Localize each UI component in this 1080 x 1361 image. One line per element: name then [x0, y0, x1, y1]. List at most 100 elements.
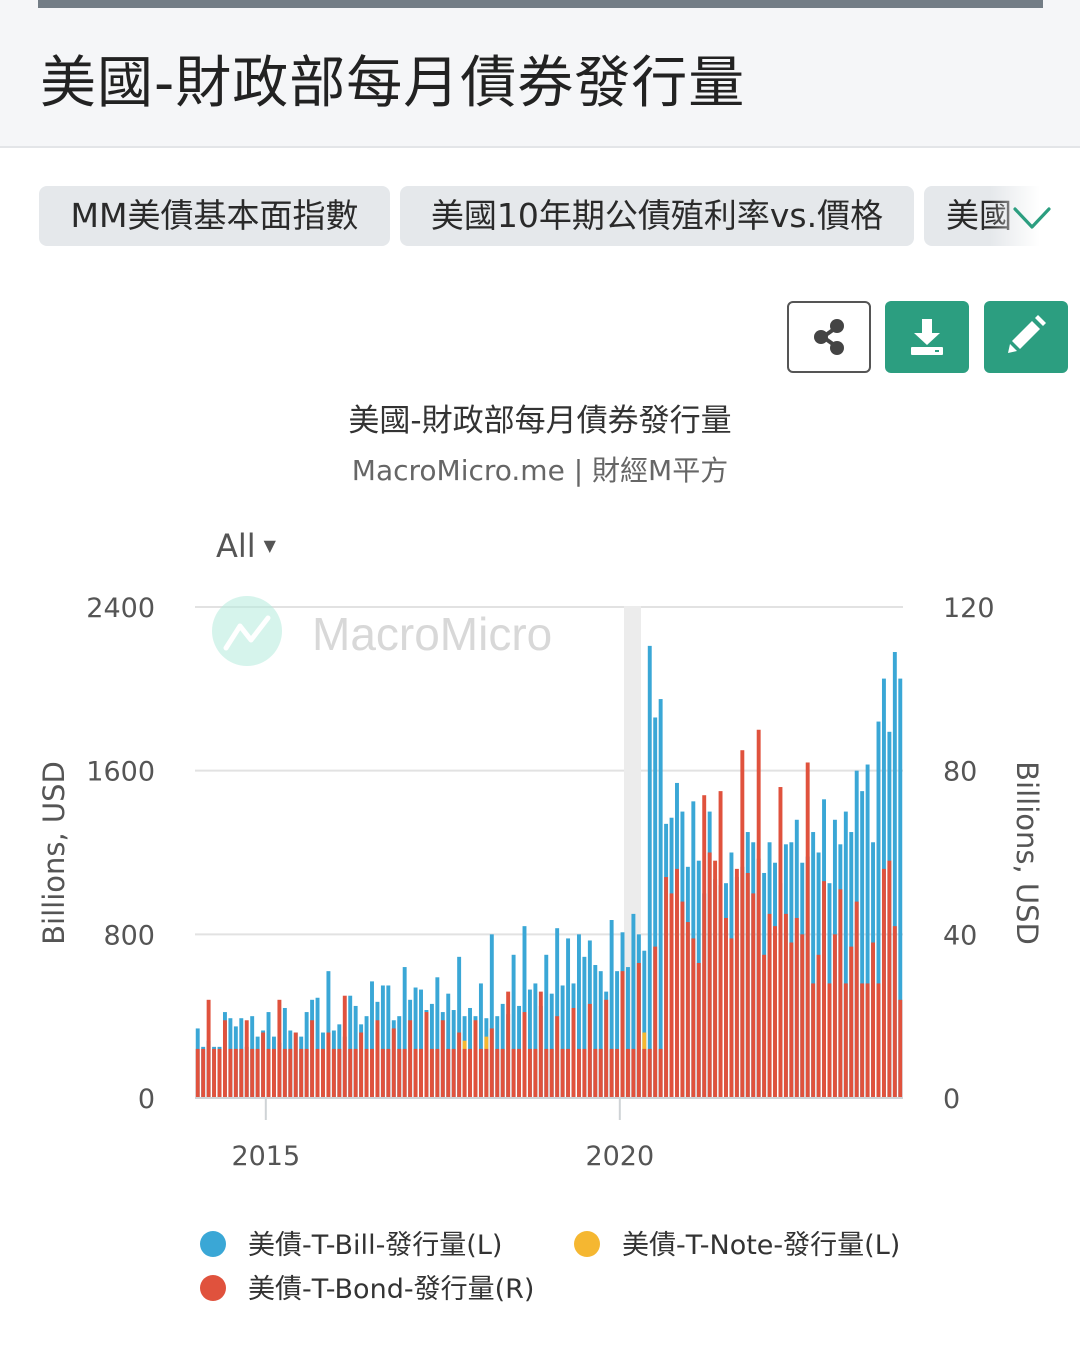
bar-t-bond	[675, 868, 679, 1098]
edit-button[interactable]	[984, 301, 1068, 373]
bar-t-bill	[386, 985, 391, 1098]
bar-t-bond	[484, 1048, 489, 1098]
bar-t-bond	[582, 1048, 587, 1098]
bar-t-bond	[745, 872, 750, 1098]
bar-t-bill	[560, 985, 565, 1098]
bar-t-bond	[293, 1032, 298, 1098]
download-icon	[911, 319, 943, 355]
bar-t-bond	[669, 893, 674, 1098]
bar-t-bond	[620, 971, 625, 1098]
bar-t-bond	[827, 983, 832, 1098]
pencil-icon	[1008, 315, 1046, 353]
bar-t-bond	[593, 1048, 598, 1098]
bar-t-bill	[865, 764, 870, 1098]
bar-t-bond	[609, 1048, 614, 1098]
bar-t-bond	[315, 1048, 320, 1098]
bar-t-bond	[517, 1048, 522, 1098]
bar-t-bond	[615, 1048, 620, 1098]
bar-t-bill	[435, 977, 440, 1098]
x-tick-label: 2020	[585, 1141, 654, 1172]
chevron-down-icon[interactable]	[1012, 200, 1052, 234]
bar-t-bond	[527, 1048, 532, 1098]
bar-t-bond	[391, 1028, 396, 1098]
bar-t-bond	[816, 954, 821, 1098]
bar-t-bill	[598, 971, 603, 1098]
bar-t-bond	[881, 868, 886, 1098]
bar-t-bond	[342, 995, 347, 1098]
bar-t-bond	[767, 913, 772, 1098]
range-selector[interactable]: All ▼	[216, 527, 276, 565]
bar-t-bond	[222, 1020, 227, 1098]
bar-t-bill	[533, 983, 538, 1098]
bar-t-bond	[511, 1048, 516, 1098]
bar-t-bill	[876, 721, 881, 1098]
bar-t-bill	[478, 983, 483, 1098]
legend-item-bill[interactable]: 美債-T-Bill-發行量(L)	[200, 1223, 502, 1262]
legend-dot	[574, 1230, 600, 1257]
bar-t-bond	[255, 1048, 260, 1098]
watermark-text: MacroMicro	[312, 608, 552, 660]
bar-t-bond	[429, 1048, 434, 1098]
header-accent-bar	[38, 0, 1043, 8]
bar-t-bond	[228, 1048, 233, 1098]
bar-t-bond	[685, 922, 690, 1098]
bar-t-bond	[783, 913, 788, 1098]
bar-t-bond	[250, 1048, 255, 1098]
bar-t-bond	[865, 983, 870, 1098]
bar-t-bond	[386, 1048, 391, 1098]
y-left-tick-label: 2400	[86, 593, 155, 624]
bar-t-bond	[822, 881, 826, 1098]
bar-t-bill	[892, 652, 897, 1098]
bar-t-bond	[435, 1048, 440, 1098]
bar-t-bond	[413, 1048, 418, 1098]
bar-t-bond	[751, 893, 756, 1098]
bar-t-bond	[642, 1048, 647, 1098]
share-button[interactable]	[787, 301, 871, 373]
bar-t-bill	[647, 645, 652, 1098]
bar-t-bill	[582, 956, 587, 1098]
download-button[interactable]	[885, 301, 969, 373]
bar-t-bond	[195, 1048, 200, 1098]
bar-t-bond	[353, 1048, 358, 1098]
bar-t-bond	[849, 946, 854, 1098]
bar-t-bill	[489, 934, 494, 1098]
bar-t-bill	[642, 950, 647, 1098]
legend-item-note[interactable]: 美債-T-Note-發行量(L)	[574, 1223, 900, 1262]
bar-t-bond	[729, 938, 734, 1098]
legend-label: 美債-T-Note-發行量(L)	[622, 1230, 901, 1261]
bar-t-bond	[604, 999, 609, 1098]
bar-t-bond	[571, 1007, 576, 1098]
tab-mm-bond-index[interactable]: MM美債基本面指數	[39, 186, 390, 246]
y-left-tick-label: 800	[103, 920, 155, 951]
bar-t-bill	[811, 832, 816, 1098]
watermark: MacroMicro	[212, 596, 552, 666]
bar-t-bill	[402, 967, 407, 1098]
bar-t-bond	[310, 1020, 315, 1098]
related-chart-tabs: MM美債基本面指數 美國10年期公債殖利率vs.價格 美國	[0, 186, 1080, 248]
bar-t-bond	[419, 1048, 423, 1098]
chart-subtitle: MacroMicro.me | 財經M平方	[351, 454, 729, 487]
legend-item-bond[interactable]: 美債-T-Bond-發行量(R)	[200, 1267, 534, 1306]
bar-t-bond	[408, 1020, 413, 1098]
bar-t-bill	[860, 791, 865, 1098]
bar-t-bond	[544, 1048, 549, 1098]
bar-t-bond	[549, 1048, 554, 1098]
bar-t-bond	[468, 1048, 472, 1098]
bar-t-bond	[266, 1048, 271, 1098]
bar-t-bond	[299, 1048, 304, 1098]
bar-t-bond	[282, 1048, 287, 1098]
bar-t-bond	[680, 901, 685, 1098]
y-right-tick-label: 0	[943, 1084, 960, 1115]
bar-t-bond	[898, 999, 903, 1098]
chart-axes: 0 800 1600 2400 0 40 80 120 Billions, USD Billion…	[37, 593, 1044, 1172]
bar-t-bond	[805, 762, 810, 1098]
bar-t-bond	[495, 1048, 500, 1098]
bar-t-bond	[533, 1048, 538, 1098]
bar-t-bond	[566, 1048, 571, 1098]
bar-t-bill	[576, 934, 581, 1098]
tab-10y-yield-vs-price[interactable]: 美國10年期公債殖利率vs.價格	[400, 186, 914, 246]
bar-t-bond	[887, 860, 892, 1098]
bar-t-bond	[288, 1048, 293, 1098]
bar-t-bond	[217, 1048, 222, 1098]
bar-t-bond	[854, 901, 859, 1098]
